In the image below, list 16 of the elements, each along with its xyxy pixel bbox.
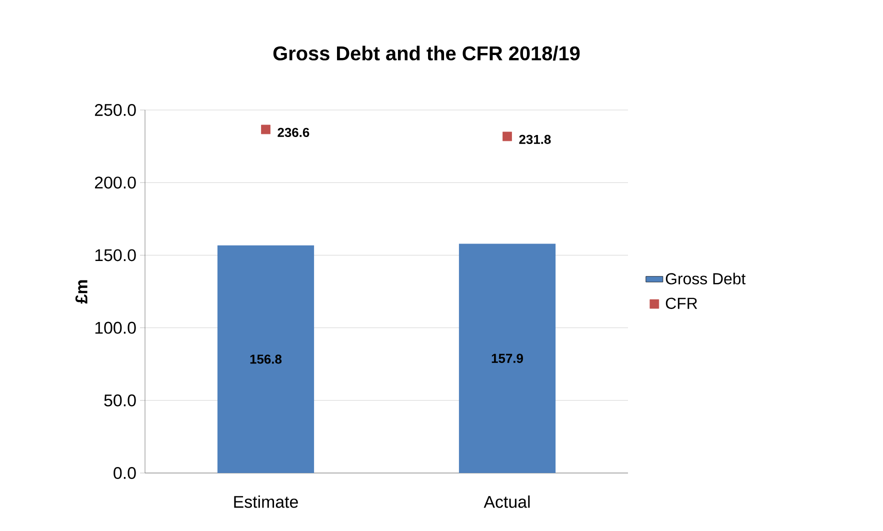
data-label: 231.8 [519,134,551,144]
legend-label: CFR [666,298,698,309]
y-tick-label: 250.0 [94,104,136,116]
data-label: 157.9 [492,354,523,363]
chart-title: Gross Debt and the CFR 2018/19 [273,46,580,61]
y-tick-label: 150.0 [95,249,136,262]
y-tick-label: 200.0 [94,176,136,189]
data-label: 236.6 [278,128,310,138]
x-tick-label: Estimate [234,495,298,508]
y-axis-title: £m [75,280,88,304]
x-tick-label: Actual [484,495,530,508]
y-tick-label: 50.0 [104,394,136,406]
data-label: 156.8 [250,354,282,364]
y-tick-label: 0.0 [114,467,136,479]
y-tick-label: 100.0 [95,322,136,334]
legend-label: Gross Debt [666,272,746,284]
